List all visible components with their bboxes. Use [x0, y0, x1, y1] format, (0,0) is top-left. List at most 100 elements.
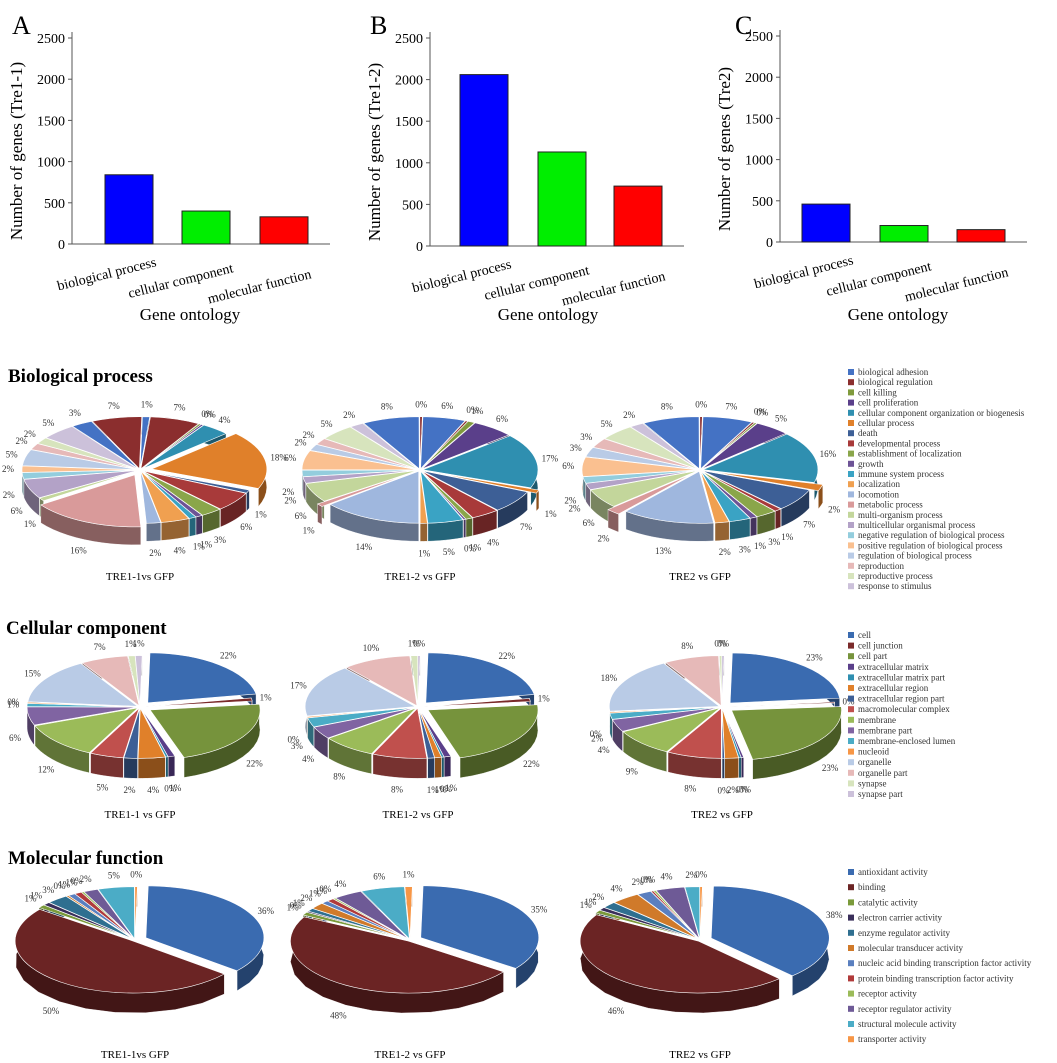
- section-title-cellular-component: Cellular component: [6, 618, 167, 639]
- pie-data-label: 1%: [7, 699, 20, 709]
- pie-slice: [147, 652, 257, 704]
- pie-data-label: 1%: [193, 542, 206, 552]
- legend-entry: membrane part: [858, 725, 913, 735]
- legend-entry: reproduction: [858, 561, 904, 571]
- pie-slice: [581, 456, 698, 477]
- pie-data-label: 8%: [391, 784, 404, 794]
- legend-swatch: [848, 685, 854, 691]
- pie-slice: [345, 655, 418, 707]
- pie-data-label: 48%: [330, 1010, 347, 1020]
- legend-entry: regulation of biological process: [858, 551, 972, 561]
- pie-slice: [34, 707, 139, 754]
- legend-entry: receptor regulator activity: [858, 1004, 952, 1014]
- y-axis-label: Number of genes (Tre1-1): [7, 62, 26, 240]
- legend-entry: molecular transducer activity: [858, 943, 963, 953]
- pie-data-label: 22%: [523, 759, 540, 769]
- pie-slice: [655, 886, 700, 939]
- y-tick-label: 1000: [37, 156, 65, 171]
- legend-swatch: [848, 791, 854, 797]
- legend-entry: localization: [858, 479, 900, 489]
- pie-data-label: 36%: [258, 906, 275, 916]
- legend-swatch: [848, 1021, 854, 1027]
- pie-slice: [609, 662, 721, 712]
- pie-data-label: 2%: [300, 893, 313, 903]
- pie-data-label: 5%: [443, 547, 456, 557]
- pie-slice: [609, 706, 720, 714]
- legend-entry: membrane: [858, 715, 896, 725]
- pie-data-label: 6%: [240, 522, 253, 532]
- pie-slice: [582, 469, 698, 484]
- legend-entry: membrane-enclosed lumen: [858, 736, 956, 746]
- pie-data-label: 6%: [373, 871, 386, 881]
- pie-data-label: 2%: [24, 429, 37, 439]
- pie-data-label: 0%: [736, 785, 749, 795]
- legend-swatch: [848, 389, 854, 396]
- pie-data-label: 4%: [661, 872, 674, 882]
- legend-entry: cellular process: [858, 418, 915, 428]
- pie-data-label: 1%: [30, 891, 43, 901]
- legend-swatch: [848, 975, 854, 982]
- pie-data-label: 4%: [174, 545, 187, 555]
- pie-data-label: 5%: [96, 783, 109, 793]
- pie-data-label: 12%: [38, 765, 55, 775]
- pie-slice: [629, 423, 699, 470]
- section-title-molecular-function: Molecular function: [8, 848, 164, 869]
- pie-data-label: 3%: [69, 408, 82, 418]
- legend-swatch: [848, 769, 854, 776]
- pie-data-label: 1%: [445, 783, 458, 793]
- pie-slice: [38, 470, 138, 502]
- pie-slice-side: [137, 756, 166, 779]
- legend-swatch: [848, 369, 854, 375]
- pie-slice: [419, 471, 428, 524]
- x-axis-label: Gene ontology: [848, 305, 949, 324]
- legend-swatch: [848, 501, 854, 508]
- pie-data-label: 1%: [260, 693, 273, 703]
- legend-molecular-function: antioxidant activity binding catalytic act…: [848, 867, 1032, 1044]
- pie-slice: [301, 469, 418, 477]
- pie-data-label: 9%: [626, 767, 639, 777]
- pie-slice: [290, 916, 505, 994]
- legend-swatch: [848, 542, 854, 549]
- pie-slice: [613, 894, 699, 940]
- pie-slice: [710, 885, 830, 977]
- legend-entry: death: [858, 428, 878, 438]
- pie-data-label: 3%: [214, 535, 227, 545]
- pie-slice: [26, 701, 138, 708]
- pie-data-label: 1%: [427, 785, 440, 795]
- legend-swatch: [848, 869, 854, 875]
- legend-swatch: [848, 960, 854, 967]
- legend-entry: antioxidant activity: [858, 867, 928, 877]
- pie-slice: [700, 416, 753, 470]
- pie-data-label: 3%: [739, 544, 752, 554]
- pie-data-label: 0%: [204, 410, 217, 420]
- legend-entry: positive regulation of biological proces…: [858, 540, 1003, 550]
- legend-swatch: [848, 748, 854, 755]
- pie-slice: [142, 470, 247, 510]
- pie-slice: [421, 470, 498, 519]
- pie-data-label: 1%: [754, 541, 767, 551]
- pie-data-label: 0%: [53, 881, 66, 891]
- pie-data-label: 17%: [290, 681, 307, 691]
- pie-slice: [91, 416, 143, 470]
- legend-swatch: [848, 583, 854, 590]
- pie-slice: [149, 703, 261, 758]
- pie-slice: [145, 885, 265, 972]
- pie-data-label: 0%: [756, 407, 769, 417]
- legend-entry: synapse: [858, 778, 887, 788]
- y-tick-label: 2000: [37, 73, 65, 88]
- y-tick-label: 2000: [395, 74, 423, 89]
- legend-swatch: [848, 450, 854, 457]
- legend-entry: binding: [858, 882, 886, 892]
- legend-swatch: [848, 632, 854, 638]
- pie-slice: [420, 885, 540, 969]
- pie-data-label: 1%: [287, 903, 300, 913]
- legend-swatch: [848, 716, 854, 723]
- pie-data-label: 7%: [108, 401, 121, 411]
- pie-slice: [301, 450, 418, 471]
- pie-slice: [590, 470, 698, 507]
- pie-data-label: 0%: [754, 407, 767, 417]
- pie-caption: TRE1-1vs GFP: [106, 571, 174, 583]
- x-axis-label: Gene ontology: [498, 305, 599, 324]
